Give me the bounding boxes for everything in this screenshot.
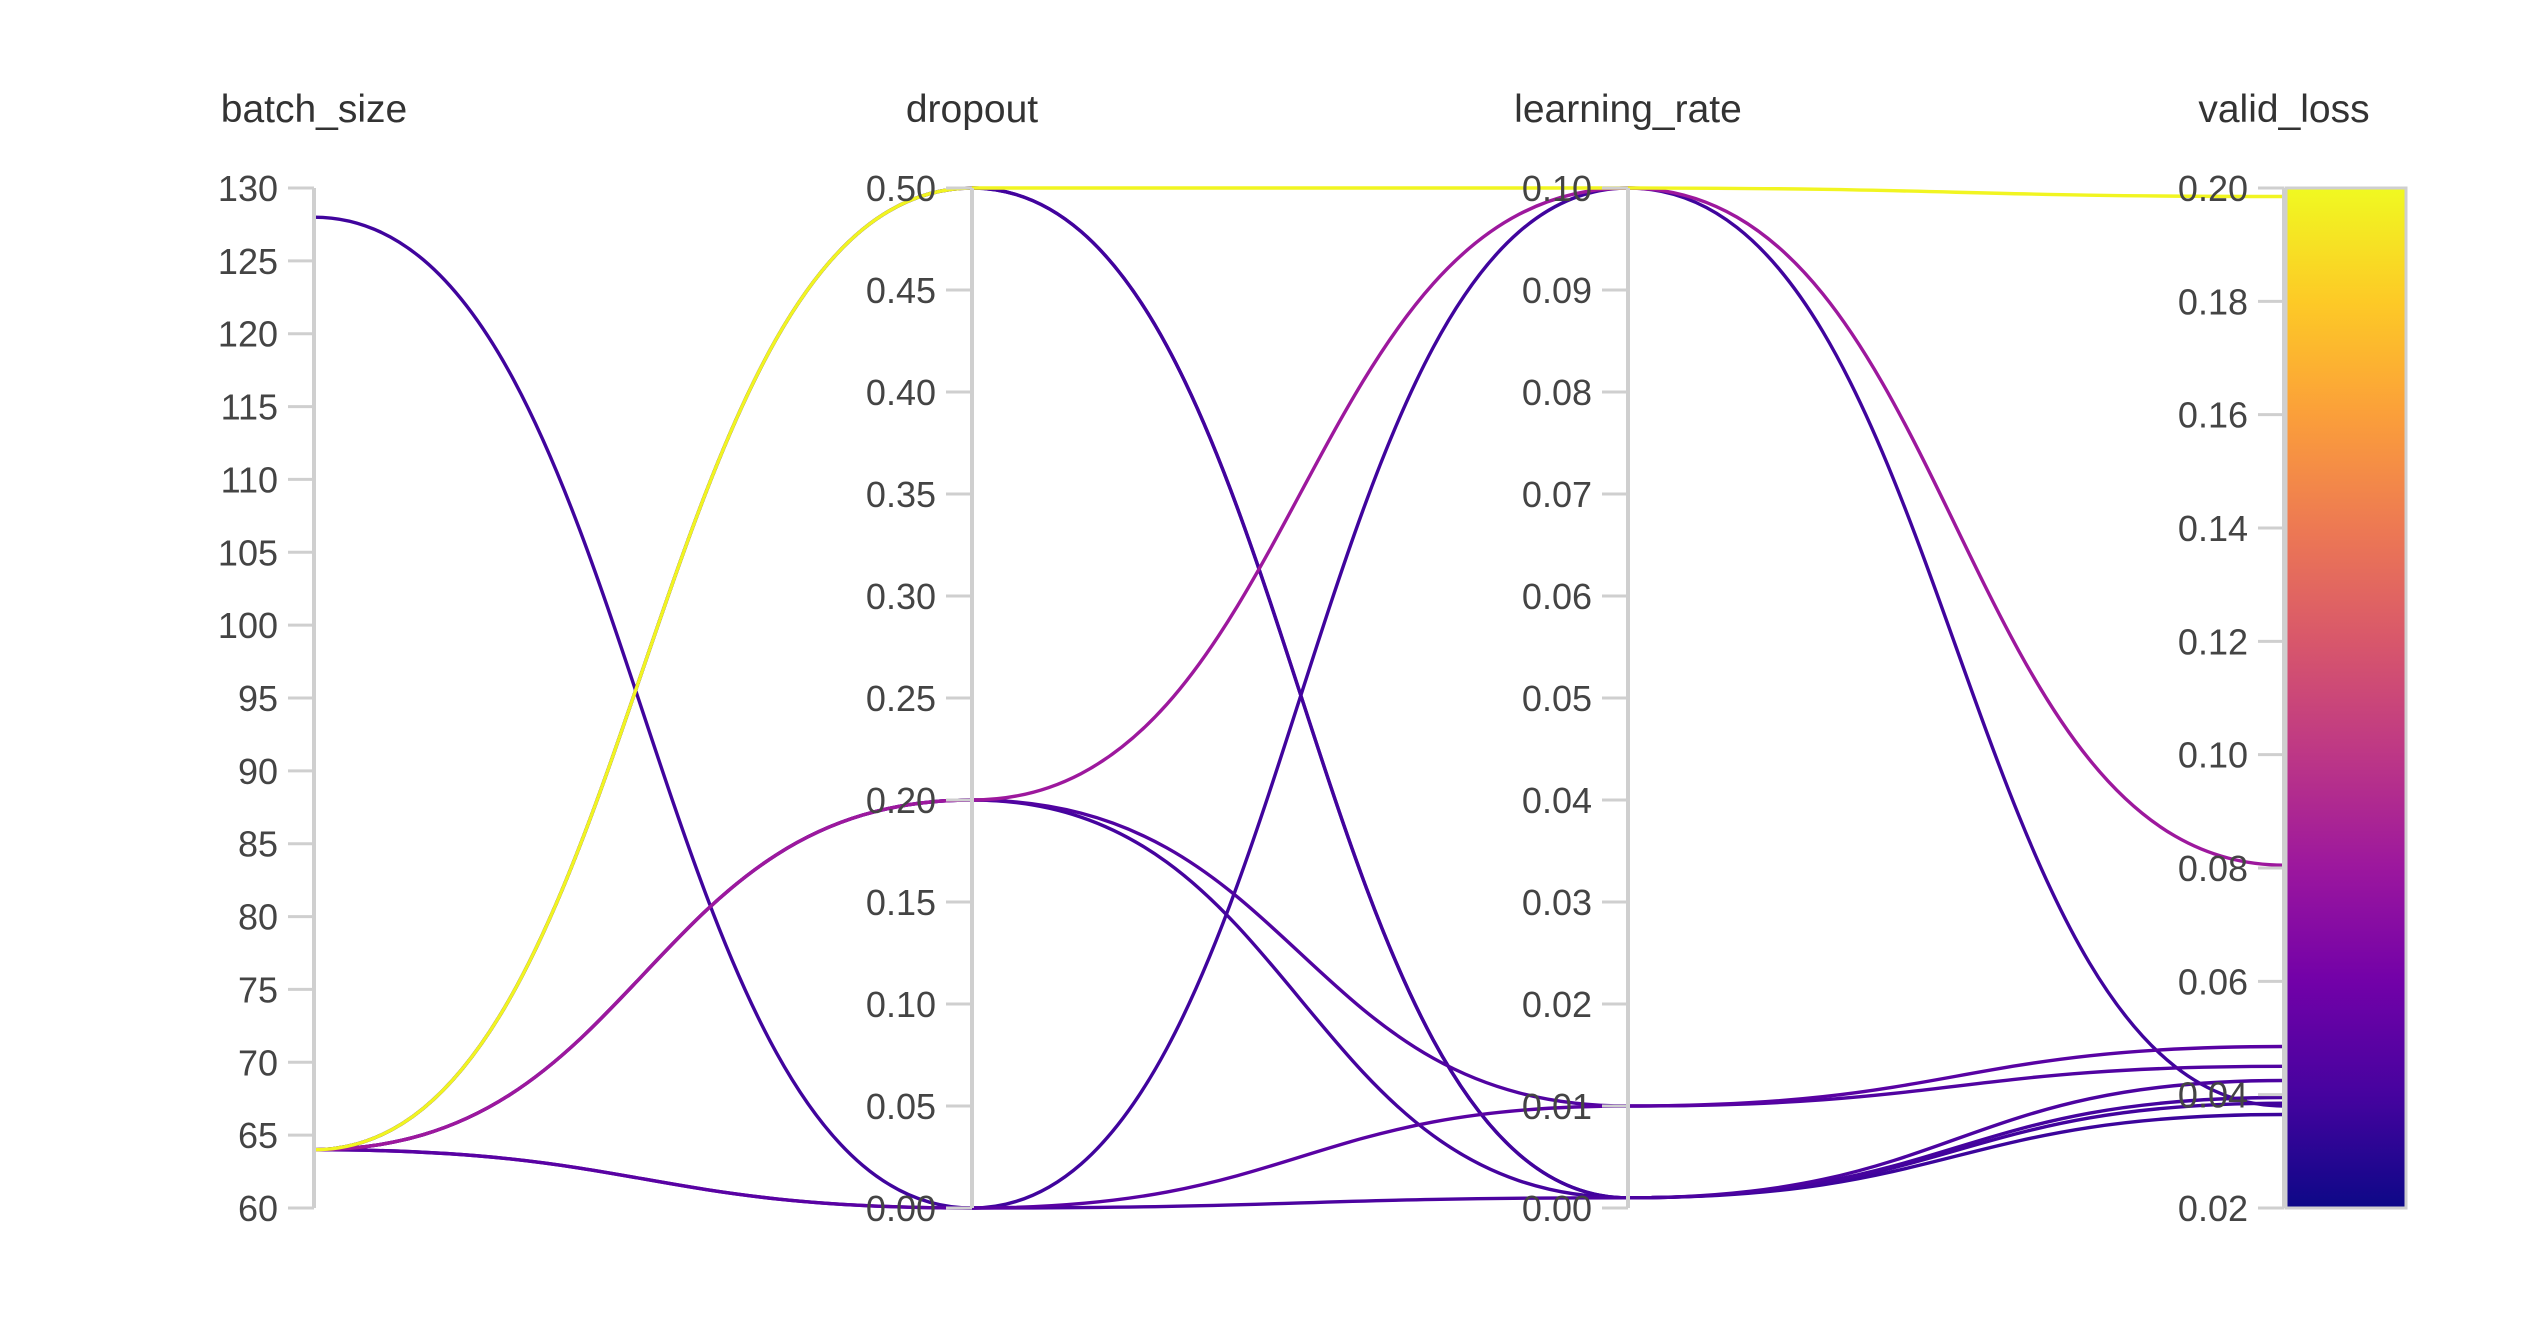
axis-title: batch_size	[221, 88, 407, 131]
axis-dropout[interactable]: dropout 0.50 0.45 0.40 0.35 0.30 0.25 0.20 0.15 0…	[866, 88, 1038, 1229]
tick-label: 60	[238, 1188, 278, 1229]
tick-label: 100	[218, 605, 278, 646]
axis-title: dropout	[906, 88, 1038, 131]
run-line[interactable]	[313, 1078, 2285, 1210]
tick-label: 125	[218, 241, 278, 282]
run-line[interactable]	[313, 798, 2285, 1152]
tick-label: 0.40	[866, 372, 936, 413]
tick-label: 115	[221, 387, 278, 428]
tick-label: 0.10	[1522, 168, 1592, 209]
tick-label: 0.00	[866, 1188, 936, 1229]
tick-label: 0.20	[866, 780, 936, 821]
run-lines	[313, 186, 2285, 1210]
tick-label: 0.02	[1522, 984, 1592, 1025]
tick-label: 0.35	[866, 474, 936, 515]
tick-label: 0.08	[2178, 848, 2248, 889]
tick-label: 0.06	[1522, 576, 1592, 617]
axis-title: learning_rate	[1514, 88, 1742, 131]
axis-title: valid_loss	[2198, 88, 2369, 131]
tick-label: 0.12	[2178, 621, 2248, 662]
tick-label: 120	[218, 314, 278, 355]
tick-label: 0.01	[1522, 1086, 1592, 1127]
axis-batch-size[interactable]: batch_size 130 125 120 115 110 105 100 95 90 85 80 7…	[218, 88, 407, 1229]
tick-label: 0.16	[2178, 395, 2248, 436]
tick-label: 0.02	[2178, 1188, 2248, 1229]
tick-label: 0.04	[1522, 780, 1592, 821]
tick-label: 0.00	[1522, 1188, 1592, 1229]
tick-label: 0.05	[1522, 678, 1592, 719]
tick-label: 0.09	[1522, 270, 1592, 311]
tick-label: 0.25	[866, 678, 936, 719]
axis-learning-rate[interactable]: learning_rate 0.10 0.09 0.08 0.07 0.06 0.05 0.0…	[1514, 88, 1742, 1229]
tick-label: 80	[238, 897, 278, 938]
tick-label: 110	[221, 459, 278, 500]
tick-label: 0.03	[1522, 882, 1592, 923]
tick-label: 0.14	[2178, 508, 2248, 549]
tick-label: 0.05	[866, 1086, 936, 1127]
tick-label: 70	[238, 1042, 278, 1083]
tick-label: 0.04	[2178, 1075, 2248, 1116]
run-line[interactable]	[313, 186, 2285, 1200]
tick-label: 0.30	[866, 576, 936, 617]
tick-label: 0.18	[2178, 281, 2248, 322]
tick-label: 0.07	[1522, 474, 1592, 515]
colorbar-gradient	[2286, 188, 2406, 1208]
tick-label: 0.45	[866, 270, 936, 311]
tick-label: 0.10	[866, 984, 936, 1025]
tick-label: 130	[218, 168, 278, 209]
axes: batch_size 130 125 120 115 110 105 100 95 90 85 80 7…	[218, 88, 2370, 1229]
run-line[interactable]	[313, 186, 2285, 1210]
run-line[interactable]	[313, 1044, 2285, 1210]
tick-label: 95	[238, 678, 278, 719]
tick-label: 85	[238, 824, 278, 865]
tick-label: 0.50	[866, 168, 936, 209]
tick-label: 0.08	[1522, 372, 1592, 413]
axis-valid-loss[interactable]: valid_loss 0.20 0.18 0.16 0.14 0.12 0.10 0.08 0.…	[2178, 88, 2370, 1229]
colorbar	[2284, 186, 2408, 1210]
tick-label: 0.06	[2178, 961, 2248, 1002]
tick-label: 0.10	[2178, 735, 2248, 776]
tick-label: 65	[238, 1115, 278, 1156]
tick-label: 0.15	[866, 882, 936, 923]
tick-label: 90	[238, 751, 278, 792]
tick-label: 0.20	[2178, 168, 2248, 209]
run-line[interactable]	[313, 798, 2285, 1200]
run-line[interactable]	[313, 186, 2285, 1152]
run-line[interactable]	[313, 186, 2285, 1152]
tick-label: 75	[238, 969, 278, 1010]
tick-label: 105	[218, 532, 278, 573]
